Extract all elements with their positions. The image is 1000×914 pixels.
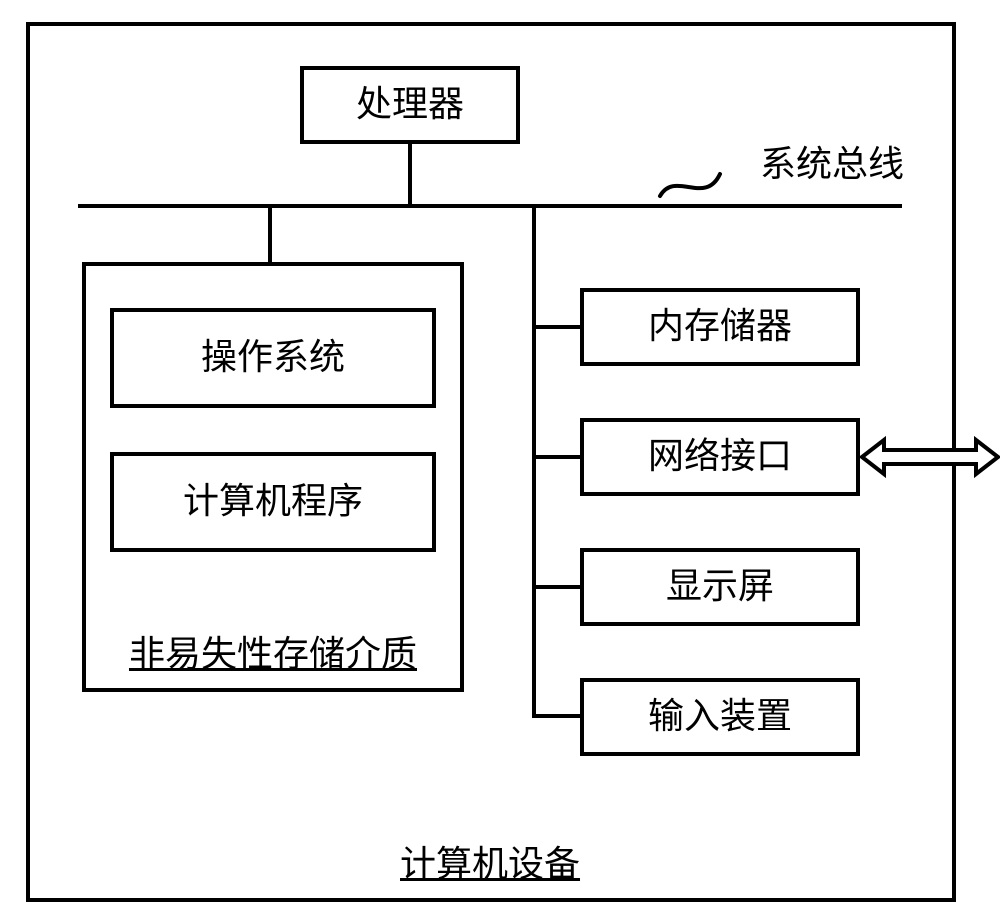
display-label: 显示屏 <box>666 565 774 608</box>
display-box: 显示屏 <box>580 548 860 626</box>
processor-label: 处理器 <box>356 83 464 126</box>
input-device-label: 输入装置 <box>648 695 792 738</box>
computer-program-box: 计算机程序 <box>110 452 436 552</box>
operating-system-box: 操作系统 <box>110 308 436 408</box>
memory-label: 内存储器 <box>648 305 792 348</box>
diagram-canvas: 处理器 非易失性存储介质 操作系统 计算机程序 内存储器 网络接口 显示屏 输入… <box>0 0 1000 914</box>
nonvolatile-storage-label: 非易失性存储介质 <box>86 633 460 676</box>
system-bus-label: 系统总线 <box>760 135 904 187</box>
processor-box: 处理器 <box>300 66 520 144</box>
memory-box: 内存储器 <box>580 288 860 366</box>
computer-device-label: 计算机设备 <box>400 835 580 887</box>
operating-system-label: 操作系统 <box>201 336 345 379</box>
input-device-box: 输入装置 <box>580 678 860 756</box>
network-interface-label: 网络接口 <box>648 435 792 478</box>
network-interface-box: 网络接口 <box>580 418 860 496</box>
computer-program-label: 计算机程序 <box>183 480 363 523</box>
